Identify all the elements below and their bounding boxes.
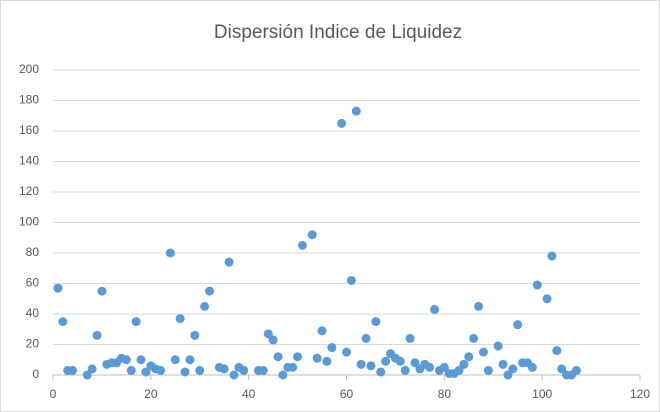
point (342, 347, 351, 357)
point (483, 365, 493, 375)
point (53, 283, 63, 293)
point (474, 301, 484, 311)
point (459, 359, 469, 369)
y-tick-label: 80 (26, 245, 40, 259)
point (136, 355, 146, 365)
point (469, 333, 479, 343)
point (175, 314, 185, 324)
point (327, 343, 337, 353)
point (180, 367, 190, 377)
point (430, 304, 440, 314)
point (165, 248, 175, 258)
y-tick-label: 160 (19, 123, 39, 137)
y-tick-label: 20 (26, 337, 40, 351)
y-tick-label: 120 (19, 184, 39, 198)
point (346, 275, 356, 285)
point (258, 365, 268, 375)
point (503, 370, 513, 380)
point (126, 365, 136, 375)
point (82, 370, 92, 380)
x-tick-label: 80 (438, 387, 452, 401)
y-tick-label: 200 (19, 62, 39, 76)
point (400, 365, 410, 375)
y-tick-label: 180 (19, 93, 39, 107)
point (195, 365, 205, 375)
point (542, 294, 552, 304)
point (410, 358, 420, 368)
x-tick-label: 0 (50, 387, 57, 401)
x-tick-label: 20 (144, 387, 158, 401)
point (68, 365, 78, 375)
point (268, 335, 278, 345)
point (219, 364, 229, 374)
point (200, 301, 210, 311)
point (381, 356, 391, 366)
point (366, 361, 376, 371)
x-tick-label: 120 (630, 387, 650, 401)
point (307, 230, 317, 240)
y-tick-label: 40 (26, 306, 40, 320)
x-tick-label: 40 (242, 387, 256, 401)
point (513, 320, 523, 330)
point (58, 317, 68, 327)
point (552, 346, 562, 356)
point (224, 257, 234, 267)
point (395, 356, 405, 366)
y-tick-label: 100 (19, 215, 39, 229)
chart-title: Dispersión Indice de Liquidez (214, 22, 462, 43)
point (498, 359, 508, 369)
point (87, 364, 97, 374)
point (121, 355, 131, 365)
point (273, 352, 283, 362)
point (190, 330, 200, 340)
point (263, 329, 273, 339)
point (361, 333, 371, 343)
y-tick-label: 60 (26, 276, 40, 290)
point (185, 355, 195, 365)
point (439, 362, 449, 372)
point (464, 352, 474, 362)
point (278, 370, 288, 380)
point (371, 317, 381, 327)
point (141, 367, 151, 377)
point (288, 362, 298, 372)
point (205, 286, 215, 296)
point (97, 286, 107, 296)
y-tick-label: 0 (32, 367, 39, 381)
point (454, 365, 464, 375)
point (322, 356, 332, 366)
point (527, 362, 537, 372)
point (425, 362, 435, 372)
point (131, 317, 141, 327)
point (293, 352, 303, 362)
point (170, 355, 180, 365)
point (92, 330, 102, 340)
point (547, 251, 557, 261)
point (317, 326, 327, 336)
point (493, 341, 503, 351)
point (405, 333, 415, 343)
x-tick-label: 100 (532, 387, 552, 401)
point (376, 367, 386, 377)
point (571, 365, 581, 375)
point (478, 347, 488, 357)
point (239, 365, 249, 375)
point (557, 364, 567, 374)
point (508, 364, 518, 374)
point (312, 353, 322, 363)
point (337, 118, 347, 128)
point (297, 240, 307, 250)
point (229, 370, 239, 380)
point (156, 365, 166, 375)
x-tick-label: 60 (340, 387, 354, 401)
point (351, 106, 361, 116)
point (356, 359, 366, 369)
point (532, 280, 542, 290)
y-tick-label: 140 (19, 154, 39, 168)
